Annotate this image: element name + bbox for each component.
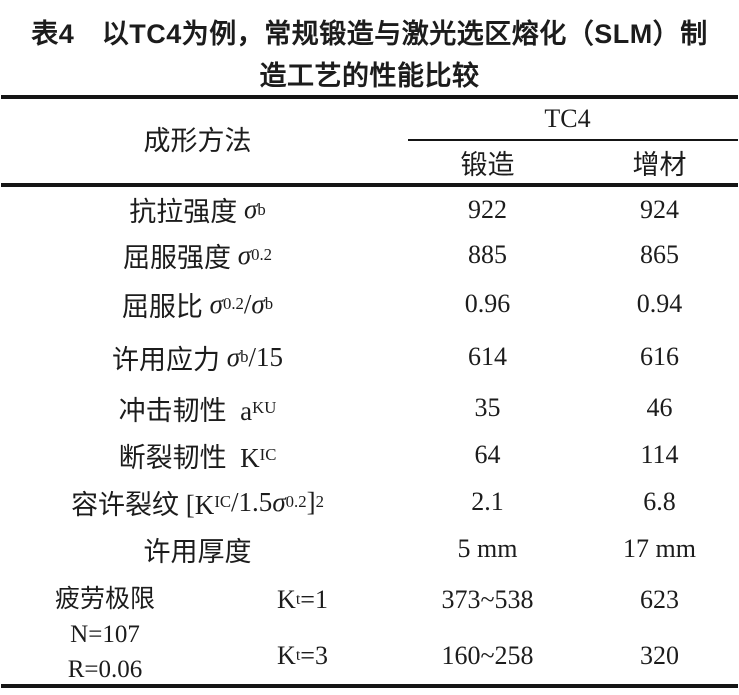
row-label-allowable-stress: 许用应力 σ b/15 xyxy=(112,341,283,375)
value-additive: 616 xyxy=(640,342,679,371)
header-method: 成形方法 xyxy=(143,125,252,156)
row-label-fracture-toughness: 断裂韧性 K IC xyxy=(118,442,277,473)
row-label-yield-ratio: 屈服比 σ 0.2/σ b xyxy=(121,288,274,322)
header-separator-rule xyxy=(1,183,738,187)
table-title-line2: 造工艺的性能比较 xyxy=(259,61,480,91)
table-title-line1: 表4 以TC4为例，常规锻造与激光选区熔化（SLM）制 xyxy=(31,19,708,49)
tc4-group-underline xyxy=(408,139,738,141)
value-forge: 5 mm xyxy=(457,534,518,563)
value-additive: 320 xyxy=(640,641,679,670)
header-col-forge: 锻造 xyxy=(460,149,515,180)
row-label-allowable-thickness: 许用厚度 xyxy=(143,536,252,567)
row-label-yield-strength: 屈服强度 σ 0.2 xyxy=(123,239,272,273)
table-top-rule xyxy=(1,95,738,99)
fatigue-ratio-label: R=0.06 xyxy=(67,656,143,683)
header-group-tc4: TC4 xyxy=(544,104,591,133)
value-additive: 46 xyxy=(646,393,673,422)
value-forge: 2.1 xyxy=(471,487,504,516)
value-forge: 64 xyxy=(474,440,501,469)
value-additive: 623 xyxy=(640,585,679,614)
value-forge: 0.96 xyxy=(464,289,511,318)
value-forge: 922 xyxy=(468,194,507,224)
value-additive: 924 xyxy=(640,194,679,224)
value-forge: 614 xyxy=(468,342,507,371)
table-bottom-rule xyxy=(1,684,738,688)
value-additive: 114 xyxy=(640,440,679,469)
row-label-allowable-crack: 容许裂纹 [K IC/1.5 σ 0.2] 2 xyxy=(71,486,324,520)
value-additive: 6.8 xyxy=(643,487,676,516)
value-forge: 373~538 xyxy=(441,585,534,614)
value-forge: 160~258 xyxy=(441,641,534,670)
value-forge: 35 xyxy=(474,393,501,422)
header-col-additive: 增材 xyxy=(632,149,687,180)
value-additive: 865 xyxy=(640,240,679,269)
fatigue-cycles-label: N=107 xyxy=(70,621,140,648)
row-label-impact-toughness: 冲击韧性 a KU xyxy=(118,395,277,426)
fatigue-limit-label: 疲劳极限 xyxy=(54,586,155,613)
value-additive: 0.94 xyxy=(636,289,683,318)
value-forge: 885 xyxy=(468,240,507,269)
value-additive: 17 mm xyxy=(623,534,696,563)
row-label-fatigue-limit-block: 疲劳极限 N=107 R=0.06 xyxy=(0,582,210,684)
